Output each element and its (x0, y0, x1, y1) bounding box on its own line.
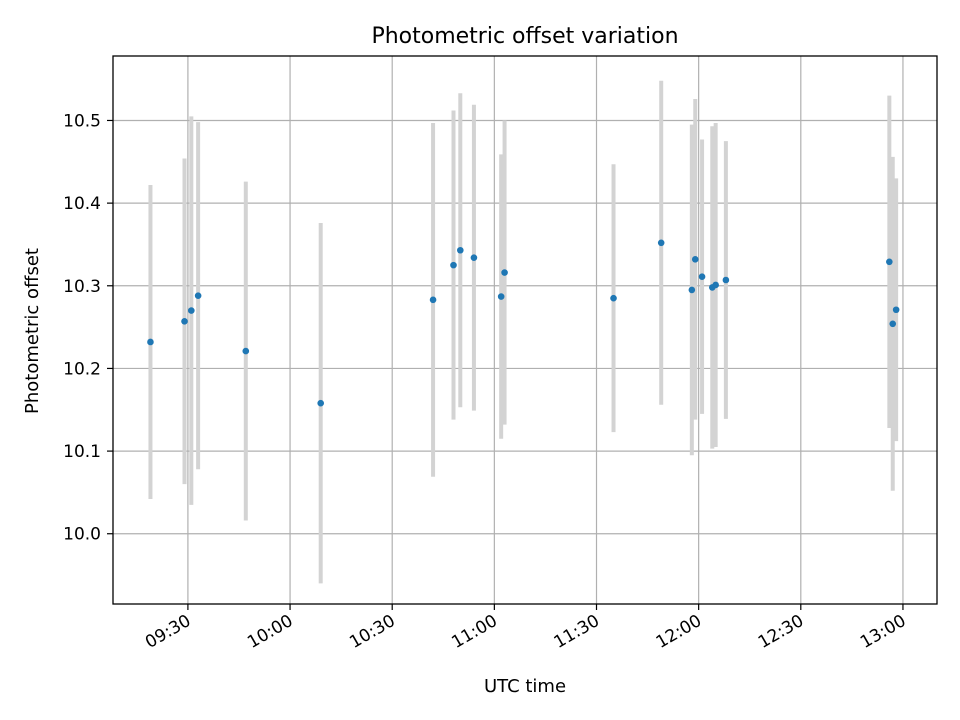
data-point (429, 296, 437, 304)
x-tick-label: 10:30 (346, 611, 398, 653)
data-point (497, 293, 505, 300)
data-point (892, 306, 900, 314)
y-tick-label: 10.2 (63, 359, 101, 379)
data-point (317, 399, 325, 407)
data-point (712, 281, 719, 289)
x-tick-label: 10:00 (244, 611, 296, 653)
x-tick-label: 09:30 (142, 611, 194, 653)
data-point (501, 269, 508, 276)
y-axis: 10.0 10.1 10.2 10.3 10.4 10.5 (63, 111, 113, 545)
y-axis-label: Photometric offset (22, 248, 43, 414)
data-point (194, 292, 202, 299)
x-axis: 09:30 10:00 10:30 11:00 11:30 12:00 12:30 13:00 (142, 604, 909, 653)
y-tick-label: 10.0 (63, 525, 101, 545)
data-point (242, 347, 250, 355)
y-tick-label: 10.4 (63, 194, 101, 214)
data-points (147, 239, 900, 407)
data-point (889, 320, 897, 328)
data-point (457, 246, 464, 254)
x-tick-label: 11:30 (551, 611, 603, 653)
data-point (698, 273, 706, 280)
data-point (188, 307, 195, 314)
x-axis-label: UTC time (484, 676, 566, 697)
data-point (691, 256, 699, 263)
data-point (688, 286, 696, 294)
data-point (722, 276, 730, 284)
x-tick-label: 13:00 (857, 611, 909, 653)
y-tick-label: 10.5 (63, 111, 101, 131)
data-point (886, 258, 893, 266)
plot-frame (112, 55, 938, 605)
data-point (610, 294, 617, 302)
x-tick-label: 11:00 (448, 611, 500, 653)
x-tick-label: 12:00 (653, 611, 705, 653)
x-tick-label: 12:30 (755, 611, 807, 653)
error-bars (148, 80, 899, 584)
data-point (470, 254, 478, 261)
grid (113, 56, 937, 604)
data-point (450, 261, 457, 269)
data-point (657, 239, 665, 247)
data-point (147, 338, 154, 346)
y-tick-label: 10.1 (63, 442, 101, 462)
data-point (181, 318, 188, 325)
y-tick-label: 10.3 (63, 277, 101, 297)
chart-title: Photometric offset variation (371, 24, 678, 49)
